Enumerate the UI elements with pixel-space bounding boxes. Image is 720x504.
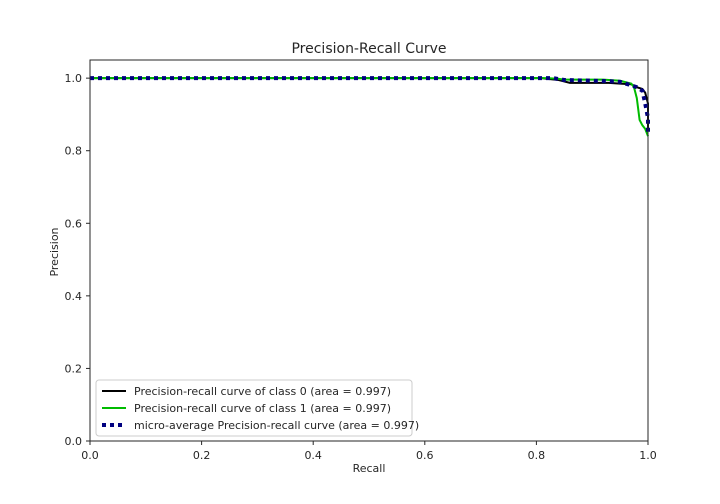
chart-title: Precision-Recall Curve xyxy=(291,41,446,57)
x-tick-label-2: 0.4 xyxy=(304,449,322,462)
plot-lines xyxy=(90,76,650,137)
x-axis-label: Recall xyxy=(353,462,386,475)
x-tick-label-5: 1.0 xyxy=(639,449,657,462)
legend-label-2: micro-average Precision-recall curve (ar… xyxy=(134,419,419,432)
y-axis-ticks: 0.0 0.2 0.4 0.6 0.8 1.0 xyxy=(65,72,90,448)
legend-label-0: Precision-recall curve of class 0 (area … xyxy=(134,385,391,398)
x-tick-label-3: 0.6 xyxy=(416,449,434,462)
legend: Precision-recall curve of class 0 (area … xyxy=(95,379,419,437)
y-tick-label-3: 0.6 xyxy=(65,217,83,230)
y-tick-label-0: 0.0 xyxy=(65,435,83,448)
y-tick-label-5: 1.0 xyxy=(65,72,83,85)
y-tick-label-4: 0.8 xyxy=(65,145,83,158)
series-line-1 xyxy=(90,77,649,137)
y-tick-label-2: 0.4 xyxy=(65,290,83,303)
x-tick-label-0: 0.0 xyxy=(81,449,99,462)
x-tick-label-4: 0.8 xyxy=(528,449,546,462)
legend-box xyxy=(95,379,413,437)
plot-frame xyxy=(89,59,649,442)
legend-label-1: Precision-recall curve of class 1 (area … xyxy=(134,402,391,415)
y-tick-label-1: 0.2 xyxy=(65,362,83,375)
x-tick-label-1: 0.2 xyxy=(193,449,211,462)
y-axis-label: Precision xyxy=(48,227,61,276)
x-axis-ticks: 0.0 0.2 0.4 0.6 0.8 1.0 xyxy=(81,441,657,462)
